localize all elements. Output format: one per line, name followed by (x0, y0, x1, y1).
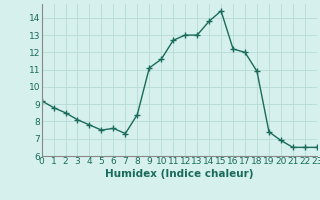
X-axis label: Humidex (Indice chaleur): Humidex (Indice chaleur) (105, 169, 253, 179)
